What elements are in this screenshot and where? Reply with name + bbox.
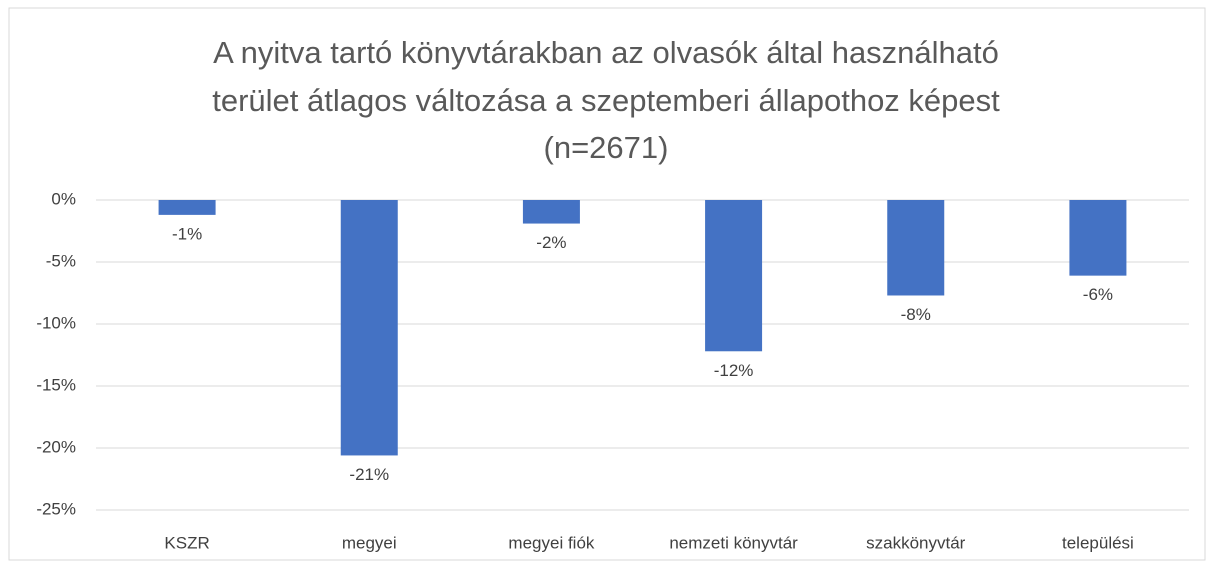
y-tick-label: -15% (36, 375, 76, 394)
chart-border (8, 7, 1206, 561)
bar (705, 200, 763, 352)
data-label: -12% (714, 361, 754, 380)
y-tick-label: -25% (36, 499, 76, 518)
chart-title: A nyitva tartó könyvtárakban az olvasók … (213, 35, 999, 70)
data-label: -1% (172, 224, 202, 243)
data-label: -21% (349, 465, 389, 484)
data-label: -2% (536, 233, 566, 252)
x-tick-label: nemzeti könyvtár (669, 533, 798, 552)
bar (1069, 200, 1127, 276)
x-tick-label: megyei (342, 533, 397, 552)
x-tick-label: szakkönyvtár (866, 533, 966, 552)
bar (158, 200, 216, 215)
chart-title: (n=2671) (544, 130, 669, 165)
x-tick-label: települési (1062, 533, 1134, 552)
data-label: -6% (1083, 285, 1113, 304)
data-label: -8% (901, 305, 931, 324)
x-tick-label: KSZR (164, 533, 209, 552)
bar (340, 200, 398, 456)
x-tick-label: megyei fiók (508, 533, 594, 552)
y-tick-label: -20% (36, 437, 76, 456)
bar (887, 200, 945, 296)
y-tick-label: -5% (46, 251, 76, 270)
chart-title: terület átlagos változása a szeptemberi … (212, 83, 1000, 118)
y-tick-label: 0% (51, 189, 76, 208)
bar (522, 200, 580, 224)
y-tick-label: -10% (36, 313, 76, 332)
